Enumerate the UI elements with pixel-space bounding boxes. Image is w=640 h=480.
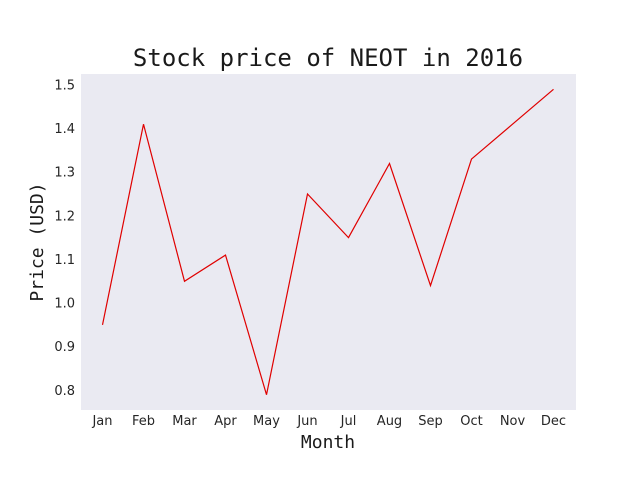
x-tick-label: Mar — [172, 414, 197, 429]
y-axis-ticks: 0.8 0.9 1.0 1.1 1.2 1.3 1.4 1.5 — [54, 78, 75, 398]
x-tick-label: Jan — [91, 414, 112, 429]
y-tick-label: 0.8 — [54, 384, 75, 399]
x-tick-label: Oct — [460, 414, 482, 429]
plot-area — [81, 74, 576, 410]
x-tick-label: Apr — [214, 414, 237, 429]
y-axis-label: Price (USD) — [27, 182, 48, 301]
y-tick-label: 0.9 — [54, 340, 75, 355]
chart-title: Stock price of NEOT in 2016 — [133, 44, 523, 72]
y-tick-label: 1.2 — [54, 209, 75, 224]
x-tick-label: May — [253, 414, 280, 429]
y-tick-label: 1.1 — [54, 253, 75, 268]
y-tick-label: 1.0 — [54, 297, 75, 312]
x-axis-label: Month — [301, 432, 355, 453]
x-tick-label: Dec — [541, 414, 566, 429]
x-tick-label: Sep — [418, 414, 443, 429]
x-tick-label: Nov — [500, 414, 526, 429]
y-tick-label: 1.3 — [54, 166, 75, 181]
x-tick-label: Feb — [132, 414, 155, 429]
series-line — [101, 88, 554, 395]
y-tick-label: 1.5 — [54, 78, 75, 93]
x-axis-ticks: Jan Feb Mar Apr May Jun Jul Aug Sep Oct Nov Dec — [91, 414, 566, 429]
x-tick-label: Aug — [377, 414, 402, 429]
x-tick-label: Jul — [340, 414, 357, 429]
x-tick-label: Jun — [296, 414, 317, 429]
y-tick-label: 1.4 — [54, 122, 75, 137]
